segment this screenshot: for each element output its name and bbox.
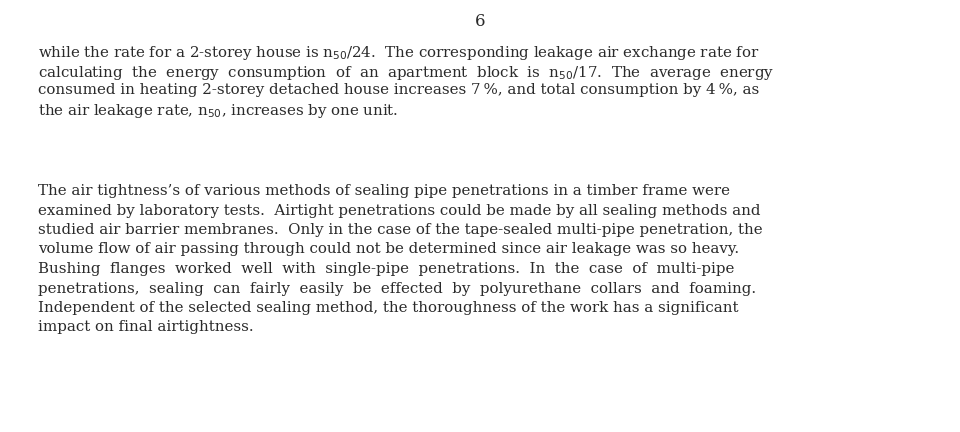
Text: examined by laboratory tests.  Airtight penetrations could be made by all sealin: examined by laboratory tests. Airtight p…	[38, 203, 760, 217]
Text: Independent of the selected sealing method, the thoroughness of the work has a s: Independent of the selected sealing meth…	[38, 301, 738, 315]
Text: the air leakage rate, n$_{50}$, increases by one unit.: the air leakage rate, n$_{50}$, increase…	[38, 102, 398, 121]
Text: 6: 6	[475, 13, 485, 30]
Text: The air tightness’s of various methods of sealing pipe penetrations in a timber : The air tightness’s of various methods o…	[38, 184, 730, 198]
Text: impact on final airtightness.: impact on final airtightness.	[38, 321, 253, 334]
Text: calculating  the  energy  consumption  of  an  apartment  block  is  n$_{50}$/17: calculating the energy consumption of an…	[38, 64, 774, 82]
Text: volume flow of air passing through could not be determined since air leakage was: volume flow of air passing through could…	[38, 242, 739, 257]
Text: Bushing  flanges  worked  well  with  single-pipe  penetrations.  In  the  case : Bushing flanges worked well with single-…	[38, 262, 734, 276]
Text: while the rate for a 2-storey house is n$_{50}$/24.  The corresponding leakage a: while the rate for a 2-storey house is n…	[38, 44, 759, 62]
Text: studied air barrier membranes.  Only in the case of the tape-sealed multi-pipe p: studied air barrier membranes. Only in t…	[38, 223, 762, 237]
Text: consumed in heating 2-storey detached house increases 7 %, and total consumption: consumed in heating 2-storey detached ho…	[38, 83, 759, 97]
Text: penetrations,  sealing  can  fairly  easily  be  effected  by  polyurethane  col: penetrations, sealing can fairly easily …	[38, 282, 756, 295]
